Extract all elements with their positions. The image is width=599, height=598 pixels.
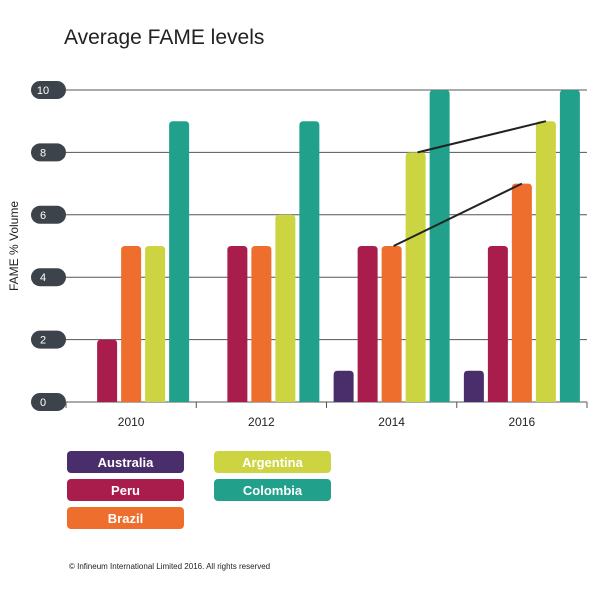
bar-argentina-2014 bbox=[405, 152, 426, 402]
bar-brazil-2016 bbox=[511, 183, 532, 402]
bar-colombia-2012 bbox=[299, 121, 320, 402]
gridlines bbox=[66, 89, 587, 403]
bar-peru-2012 bbox=[227, 246, 248, 402]
x-tick-label: 2012 bbox=[248, 415, 275, 429]
y-tick-label: 0 bbox=[40, 397, 46, 409]
bar-peru-2016 bbox=[487, 246, 508, 402]
x-tick-label: 2014 bbox=[378, 415, 405, 429]
x-axis-ticks: 2010 2012 2014 2016 bbox=[65, 402, 588, 429]
y-tick-label: 10 bbox=[37, 85, 49, 97]
trend-line-argentina bbox=[417, 120, 547, 154]
bar-peru-2010 bbox=[97, 339, 118, 402]
bar-colombia-2014 bbox=[429, 90, 450, 402]
bar-argentina-2010 bbox=[145, 246, 166, 402]
y-axis-label: FAME % Volume bbox=[7, 201, 21, 291]
trend-lines bbox=[393, 120, 547, 247]
legend-item-argentina: Argentina bbox=[214, 451, 331, 473]
bar-argentina-2016 bbox=[535, 121, 556, 402]
x-tick-label: 2016 bbox=[509, 415, 536, 429]
trend-line-brazil bbox=[393, 182, 523, 247]
chart-title: Average FAME levels bbox=[64, 26, 265, 49]
legend-item-peru: Peru bbox=[67, 479, 184, 501]
bar-peru-2014 bbox=[357, 246, 378, 402]
bar-australia-2014 bbox=[333, 370, 354, 402]
y-tick-label: 8 bbox=[40, 147, 46, 159]
y-tick-pill bbox=[31, 268, 66, 287]
y-tick-pill bbox=[31, 330, 66, 349]
bar-brazil-2014 bbox=[381, 246, 402, 402]
y-tick-pill bbox=[31, 143, 66, 162]
legend-item-colombia: Colombia bbox=[214, 479, 331, 501]
bar-colombia-2016 bbox=[559, 90, 580, 402]
bar-brazil-2012 bbox=[251, 246, 272, 402]
bar-brazil-2010 bbox=[121, 246, 142, 402]
bars bbox=[97, 90, 580, 402]
bar-argentina-2012 bbox=[275, 214, 296, 402]
y-axis-ticks: 0 2 4 6 8 10 bbox=[31, 81, 66, 411]
y-tick-pill bbox=[31, 205, 66, 224]
y-tick-pill bbox=[31, 393, 66, 411]
y-tick-label: 2 bbox=[40, 335, 46, 347]
copyright-notice: © Infineum International Limited 2016. A… bbox=[69, 562, 271, 571]
y-tick-label: 6 bbox=[40, 210, 46, 222]
y-tick-pill bbox=[31, 81, 66, 99]
legend-item-australia: Australia bbox=[67, 451, 184, 473]
bar-colombia-2010 bbox=[169, 121, 190, 402]
x-tick-label: 2010 bbox=[118, 415, 145, 429]
bar-australia-2016 bbox=[463, 370, 484, 402]
y-tick-label: 4 bbox=[40, 272, 46, 284]
legend-item-brazil: Brazil bbox=[67, 507, 184, 529]
